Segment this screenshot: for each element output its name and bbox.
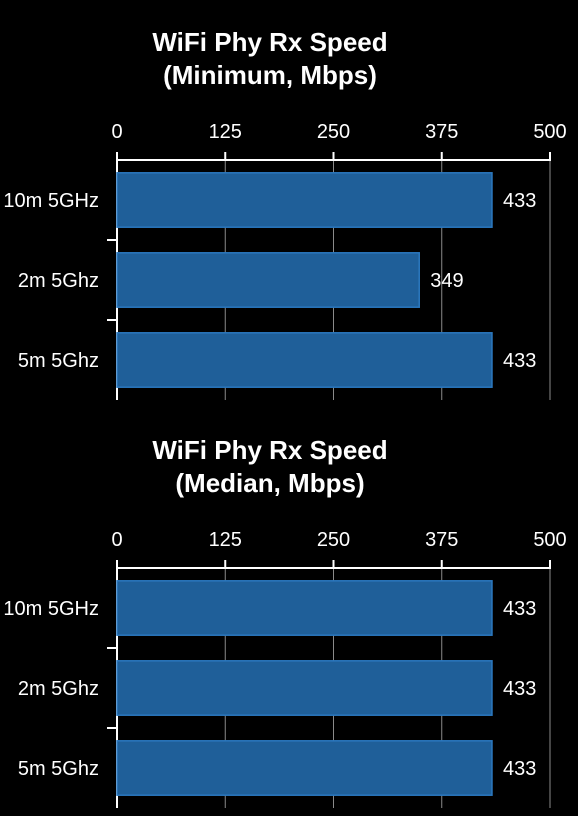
chart-title: WiFi Phy Rx Speed (Median, Mbps)	[0, 434, 540, 500]
chart-panel-median: WiFi Phy Rx Speed (Median, Mbps) 0 125 250…	[0, 408, 578, 816]
x-tick-label: 0	[111, 529, 122, 551]
x-tick-label: 250	[317, 121, 350, 143]
data-label: 349	[430, 270, 463, 292]
chart-title-line-1: WiFi Phy Rx Speed	[152, 435, 388, 465]
bar	[116, 580, 493, 636]
data-label: 433	[503, 598, 536, 620]
labels: 0 125 250 375 500 10m 5GHz 433 2m 5Ghz 433 5m 5Gh…	[3, 529, 566, 780]
chart-title-line-1: WiFi Phy Rx Speed	[152, 27, 388, 57]
category-label: 5m 5Ghz	[18, 350, 99, 372]
bar-chart-minimum: 0 125 250 375 500 10m 5GHz 433 2m 5Ghz 349 5m 5Gh…	[3, 121, 567, 400]
bars	[116, 172, 493, 388]
bar	[116, 740, 493, 796]
x-tick-label: 375	[425, 529, 458, 551]
x-tick-label: 250	[317, 529, 350, 551]
bar	[116, 332, 493, 388]
category-label: 5m 5Ghz	[18, 758, 99, 780]
labels: 0 125 250 375 500 10m 5GHz 433 2m 5Ghz 349 5m 5Gh…	[3, 121, 566, 372]
data-label: 433	[503, 190, 536, 212]
bars	[116, 580, 493, 796]
x-tick-label: 0	[111, 121, 122, 143]
category-label: 2m 5Ghz	[18, 270, 99, 292]
data-label: 433	[503, 678, 536, 700]
chart-title-line-2: (Minimum, Mbps)	[163, 60, 377, 90]
bar	[116, 252, 420, 308]
x-tick-label: 125	[209, 121, 242, 143]
data-label: 433	[503, 758, 536, 780]
category-label: 10m 5GHz	[3, 598, 99, 620]
x-tick-label: 375	[425, 121, 458, 143]
chart-panel-minimum: WiFi Phy Rx Speed (Minimum, Mbps) 0 125 25…	[0, 26, 567, 400]
data-label: 433	[503, 350, 536, 372]
x-tick-label: 125	[209, 529, 242, 551]
x-tick-label: 500	[533, 121, 566, 143]
category-label: 2m 5Ghz	[18, 678, 99, 700]
chart-title: WiFi Phy Rx Speed (Minimum, Mbps)	[0, 26, 540, 92]
chart-title-line-2: (Median, Mbps)	[175, 468, 365, 498]
bar	[116, 660, 493, 716]
bar-chart-median: 0 125 250 375 500 10m 5GHz 433 2m 5Ghz 433 5m 5Gh…	[3, 529, 567, 808]
bar	[116, 172, 493, 228]
category-label: 10m 5GHz	[3, 190, 99, 212]
x-tick-label: 500	[533, 529, 566, 551]
